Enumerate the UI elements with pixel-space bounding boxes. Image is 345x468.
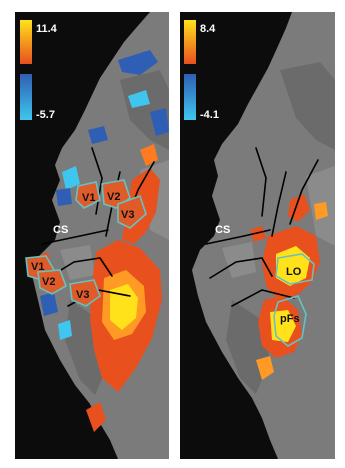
left-roi-label-v2-lower: V2 xyxy=(42,276,55,288)
left-scale-max-label: 11.4 xyxy=(36,23,58,35)
left-roi-label-v1-lower: V1 xyxy=(31,261,44,273)
right-scale-positive-bar xyxy=(184,20,196,64)
left-roi-outlines xyxy=(25,179,147,307)
right-sulcus-lines xyxy=(205,147,319,307)
right-cortex-highlight xyxy=(222,166,335,278)
right-roi-label-lo: LO xyxy=(286,266,302,278)
left-negative-activation xyxy=(40,50,169,340)
right-panel: 8.4 -4.1 CS LO pFs xyxy=(180,12,335,459)
left-scale-negative-bar xyxy=(20,74,32,120)
left-cortex-shading xyxy=(65,70,169,395)
left-cs-label: CS xyxy=(53,224,68,236)
right-scale-negative-bar xyxy=(184,74,196,120)
left-panel: 11.4 -5.7 CS V1 V2 V3 V1 V2 V3 xyxy=(15,12,169,459)
left-scale-positive-bar xyxy=(20,20,32,64)
left-roi-label-v3-upper: V3 xyxy=(121,209,134,221)
left-cortex-highlight xyxy=(60,160,169,280)
right-roi-label-pfs: pFs xyxy=(280,313,300,325)
right-cs-label: CS xyxy=(215,224,230,236)
right-roi-outlines xyxy=(273,253,315,347)
left-color-scale: 11.4 -5.7 xyxy=(20,20,58,121)
left-scale-min-label: -5.7 xyxy=(36,109,55,121)
right-color-scale: 8.4 -4.1 xyxy=(184,20,219,121)
left-roi-label-v1-upper: V1 xyxy=(82,192,95,204)
right-scale-max-label: 8.4 xyxy=(200,23,216,35)
left-roi-label-v2-upper: V2 xyxy=(107,191,120,203)
right-scale-min-label: -4.1 xyxy=(200,109,219,121)
right-cortex-shading xyxy=(226,62,335,394)
left-roi-label-v3-lower: V3 xyxy=(76,289,89,301)
